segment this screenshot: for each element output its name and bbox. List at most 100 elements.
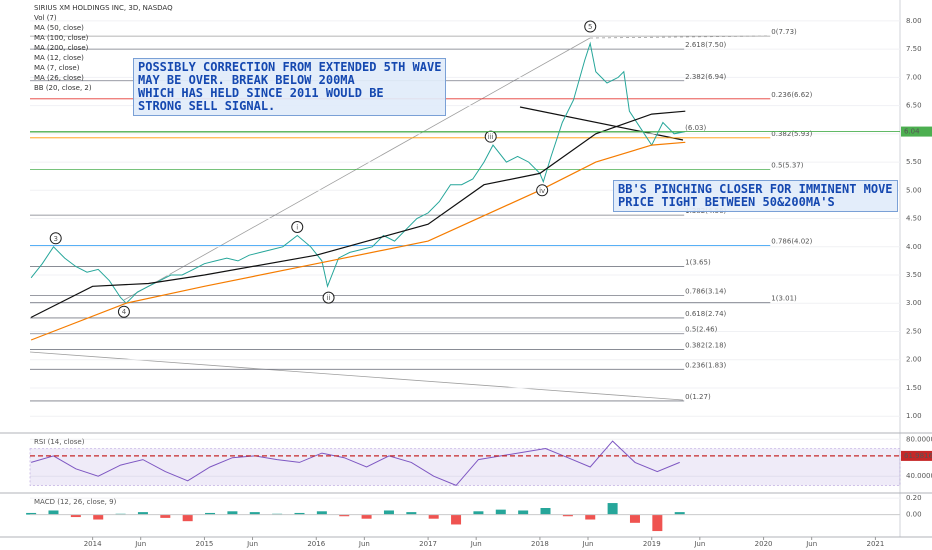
line [30,110,686,318]
fib-label: 0.382(5.93) [771,130,812,138]
indicator: MA (12, close) [34,54,84,62]
annotation-line: POSSIBLY CORRECTION FROM EXTENDED 5TH WA… [138,60,442,74]
fib-label: 0.5(2.46) [685,326,717,334]
fib-label: (6.03) [685,124,706,132]
histogram-bar [160,514,171,518]
wave-mark [536,184,549,197]
histogram-bar [629,514,640,523]
wave-label: iv [539,187,545,195]
histogram-bar [540,508,551,515]
x-tick-label: 2019 [643,540,661,548]
histogram-bar [652,514,663,532]
histogram-bar [205,512,216,515]
annotation: BB'S PINCHING CLOSER FOR IMMINENT MOVE P… [613,180,898,212]
indicator: MA (200, close) [34,44,89,52]
fib-label: 0.5(5.37) [771,161,803,169]
histogram-bar [137,512,148,515]
histogram-bar [562,514,573,517]
y-tick-label: 5.00 [906,186,922,194]
fib-label: 0.618(2.74) [685,310,726,318]
annotation-line: PRICE TIGHT BETWEEN 50&200MA'S [618,195,835,209]
y-tick-label: 8.00 [906,17,922,25]
x-tick-label: 2021 [866,540,884,548]
histogram-bar [93,514,104,520]
wave-label: ii [327,294,331,302]
histogram-bar [316,511,327,515]
last-tag [901,450,932,461]
y-tick-label: 5.50 [906,158,922,166]
x-tick-label: Jun [470,540,482,548]
indicator: MA (26, close) [34,74,84,82]
line [30,141,686,341]
rsi-band [29,448,901,486]
x-tick-label: 2014 [84,540,102,548]
trend-line [29,351,684,401]
histogram-bar [294,512,305,515]
symbol: SIRIUS XM HOLDINGS INC, 3D, NASDAQ [34,4,173,12]
histogram-bar [249,512,260,515]
indicator: Vol (7) [34,14,57,22]
annotation-line: MAY BE OVER. BREAK BELOW 200MA [138,73,355,87]
y-tick-label: 6.50 [906,102,922,110]
wave-label: iii [488,133,494,141]
wave-mark [484,130,497,143]
histogram-bar [495,509,506,515]
fib-label: 2.618(7.50) [685,41,726,49]
x-tick-label: Jun [693,540,705,548]
last-tag [901,126,932,137]
indicator: MA (7, close) [34,64,80,72]
histogram-bar [674,512,685,515]
histogram-bar [518,510,529,515]
indicator: MA (50, close) [34,24,84,32]
x-tick-label: 2018 [531,540,549,548]
y-tick-label: 1.00 [906,412,922,420]
indicator: BB (20, close, 2) [34,84,92,92]
x-tick-label: Jun [582,540,594,548]
y-tick-label: 7.00 [906,73,922,81]
legend: SIRIUS XM HOLDINGS INC, 3D, NASDAQ Vol (… [34,3,173,93]
fib-label: 1(3.65) [685,259,711,267]
fib-label: 0.786(3.14) [685,287,726,295]
wave-mark [117,305,130,318]
histogram-bar [406,512,417,515]
histogram-bar [383,510,394,515]
fib-label: 0(1.27) [685,393,711,401]
last-label: 6.04 [904,128,920,136]
histogram-bar [607,503,618,515]
wave-mark [322,291,335,304]
histogram-bar [585,514,596,520]
y-tick-label: 3.00 [906,299,922,307]
fib-label: 0.236(1.83) [685,361,726,369]
x-tick-label: Jun [805,540,817,548]
fib-label: 1(3.01) [771,295,797,303]
histogram-bar [182,514,193,522]
histogram-bar [473,511,484,515]
panel-title: MACD (12, 26, close, 9) [34,498,117,506]
x-tick-label: 2015 [196,540,214,548]
panel-title: RSI (14, close) [34,438,85,446]
histogram-bar [227,511,238,515]
x-tick-label: 2017 [419,540,437,548]
y-tick-label: 2.50 [906,327,922,335]
wave-mark [584,20,597,33]
wave-mark [49,232,62,245]
line [30,440,680,486]
x-tick-label: Jun [246,540,258,548]
wave-label: i [296,224,298,232]
y-tick-label: 2.00 [906,356,922,364]
fib-label: 0.382(2.18) [685,342,726,350]
trend-line [519,106,684,141]
trend-line [123,37,591,301]
annotation-line: BB'S PINCHING CLOSER FOR IMMINENT MOVE [618,182,893,196]
last-label: 61.9816 [904,452,932,460]
wave-mark [291,221,304,234]
indicator: MA (100, close) [34,34,89,42]
histogram-bar [26,512,37,515]
y-tick-label: 40.0000 [906,472,932,480]
y-tick-label: 1.50 [906,384,922,392]
fib-label: 0(7.73) [771,28,797,36]
x-tick-label: 2016 [307,540,325,548]
y-tick-label: 0.20 [906,494,922,502]
y-tick-label: 80.0000 [906,435,932,443]
